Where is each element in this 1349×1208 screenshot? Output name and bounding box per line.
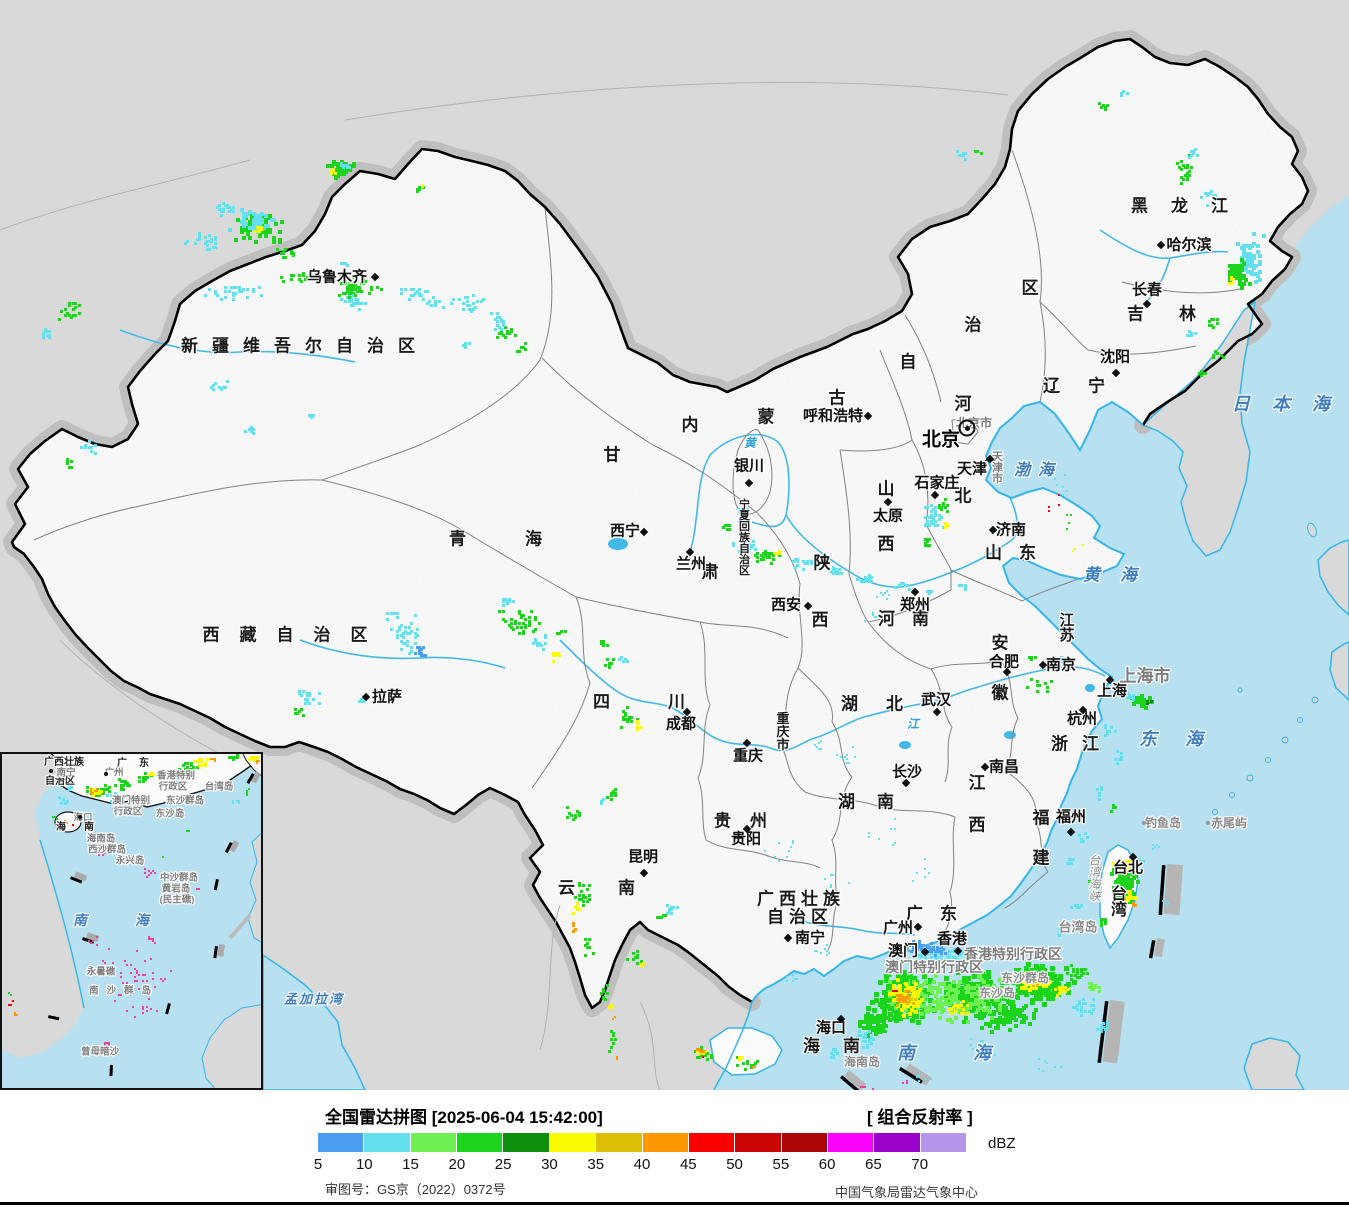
dbz-band-10: [364, 1133, 411, 1152]
dbz-band-40: [642, 1133, 689, 1152]
inset-foreign-land: [2, 754, 84, 1058]
china-radar-map: 新疆维吾尔自治区 西藏自治区 青海甘肃内蒙古自治区河北山西山东 河南 江苏安徽浙江 湖北湖…: [0, 0, 1349, 1090]
taihu-lake: [1085, 684, 1095, 692]
inset-radar-echoes: [8, 754, 260, 1016]
inset-canvas: [2, 754, 261, 1088]
map-approval-number: 审图号：GS京（2022）0372号: [325, 1182, 506, 1197]
inset-palawan: [228, 913, 252, 940]
inset-nine-dash-line: [48, 771, 261, 1077]
dbz-band-50: [735, 1133, 782, 1152]
dbz-band-15: [410, 1133, 458, 1152]
inset-philippines: [247, 833, 261, 943]
dbz-tick: 65: [865, 1156, 882, 1173]
dbz-tick: 50: [726, 1156, 743, 1173]
south-china-sea-inset-map: 广西壮族 自治区 南宁 广东 广州 香港特别 行政区 澳门特别 行政区 台湾岛 东沙群岛 东沙岛 海口海…: [0, 752, 263, 1090]
dbz-tick: 25: [494, 1156, 512, 1173]
dbz-tick: 35: [587, 1156, 605, 1173]
bay-of-bengal: [262, 953, 366, 1090]
poyang-lake: [1004, 731, 1016, 739]
dbz-tick: 15: [402, 1156, 419, 1173]
dbz-band-45: [688, 1133, 736, 1152]
map-title: 全国雷达拼图 [2025-06-04 15:42:00]: [325, 1108, 603, 1127]
korea-peninsula: [1141, 300, 1257, 557]
national-border: [10, 37, 1310, 1010]
luzon-island: [1243, 1037, 1305, 1090]
qinghai-lake: [608, 538, 628, 550]
japan-kyushu: [1317, 539, 1349, 617]
dbz-band-25: [503, 1133, 550, 1152]
bottom-border-line: [0, 1202, 1349, 1205]
dbz-band-65: [874, 1133, 921, 1152]
coastline: [751, 400, 1144, 1003]
legend-panel: 全国雷达拼图 [2025-06-04 15:42:00] [ 组合反射率 ] 5…: [0, 1090, 1349, 1208]
japan-island: [1329, 641, 1349, 702]
dbz-band-30: [549, 1133, 597, 1152]
dbz-band-5: [318, 1133, 365, 1152]
vietnam-coastline: [713, 1001, 753, 1090]
dbz-band-35: [596, 1133, 643, 1152]
inset-borneo: [201, 1004, 261, 1088]
dbz-tick: 5: [313, 1156, 323, 1173]
dbz-tick: 55: [772, 1156, 790, 1173]
credit-text: 中国气象局雷达气象中心: [835, 1185, 979, 1200]
dbz-tick: 60: [818, 1156, 836, 1173]
dbz-band-55: [781, 1133, 828, 1152]
dbz-tick: 45: [679, 1156, 697, 1173]
dbz-band-60: [827, 1133, 875, 1152]
dbz-tick: 70: [911, 1156, 929, 1173]
dbz-unit-label: dBZ: [988, 1135, 1016, 1152]
dongting-lake: [899, 741, 911, 749]
product-name: [ 组合反射率 ]: [867, 1108, 973, 1127]
rivers: [119, 229, 1229, 936]
inset-vietnam-coast: [39, 839, 85, 1009]
ryukyu-islands: [1212, 687, 1319, 815]
dbz-tick: 40: [633, 1156, 651, 1173]
inset-reef-marks: [88, 848, 200, 1046]
dbz-band-70: [920, 1133, 967, 1152]
radar-echoes: [42, 90, 1266, 1090]
dbz-scale-ticks: 5 10 15 20 25 30 35 40 45 50 55 60 65 70: [314, 1156, 966, 1174]
dbz-color-scale-bar: [318, 1133, 967, 1152]
dbz-tick: 10: [355, 1156, 373, 1173]
dbz-tick: 30: [541, 1156, 558, 1173]
dbz-band-20: [457, 1133, 504, 1152]
dbz-tick: 20: [448, 1156, 466, 1173]
tsushima-island: [1307, 522, 1317, 538]
